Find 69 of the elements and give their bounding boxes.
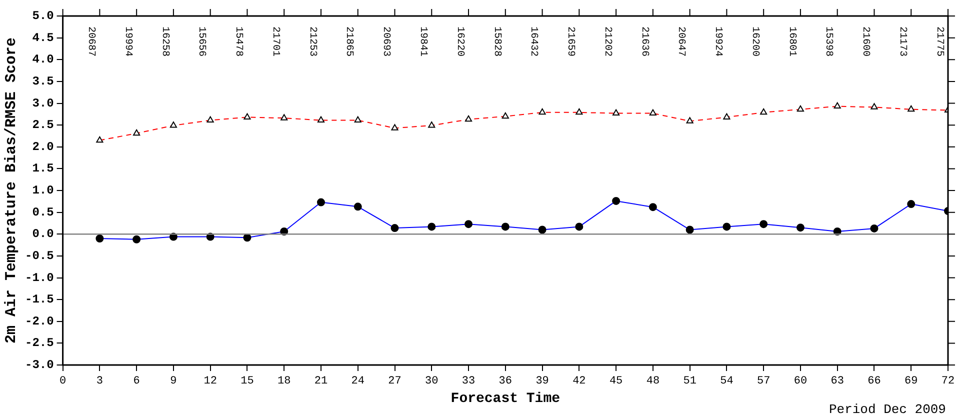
annotation: 20647 bbox=[675, 26, 686, 56]
annotation: 16200 bbox=[748, 26, 760, 56]
x-tick-label: 45 bbox=[609, 376, 623, 388]
x-tick-label: 15 bbox=[240, 376, 254, 388]
annotation: 21173 bbox=[896, 26, 908, 56]
text: Period Dec 2009 bbox=[828, 402, 946, 417]
x-tick-label: 72 bbox=[941, 376, 955, 388]
x-tick-label: 12 bbox=[204, 376, 217, 388]
y-tick-label: 4.0 bbox=[32, 52, 54, 67]
x-tick-label: 66 bbox=[868, 376, 881, 388]
x-tick-label: 63 bbox=[830, 376, 844, 388]
y-tick-label: 5.0 bbox=[32, 9, 54, 24]
x-tick-label: 33 bbox=[462, 376, 476, 388]
y-axis-title: 2m Air Temperature Bias/RMSE Score bbox=[2, 37, 20, 344]
y-tick-label: 2.0 bbox=[32, 140, 54, 154]
x-tick-label: 6 bbox=[133, 376, 140, 388]
annotation: 19924 bbox=[712, 26, 724, 56]
annotation: 16801 bbox=[786, 26, 797, 56]
y-tick-label: -2.5 bbox=[24, 336, 54, 350]
annotation: 16432 bbox=[528, 26, 539, 56]
x-tick-label: 3 bbox=[96, 376, 103, 388]
x-tick-label: 39 bbox=[536, 376, 549, 388]
x-tick-label: 57 bbox=[756, 376, 770, 388]
y-tick-label: 3.0 bbox=[32, 96, 54, 110]
annotation: 21636 bbox=[638, 26, 650, 56]
x-tick-label: 51 bbox=[683, 376, 697, 388]
annotation: 19994 bbox=[122, 26, 133, 56]
x-tick-label: 36 bbox=[498, 376, 512, 388]
annotation: 15656 bbox=[196, 26, 207, 56]
annotation: 16258 bbox=[158, 26, 170, 56]
annotation: 15828 bbox=[490, 26, 502, 56]
x-tick-label: 69 bbox=[904, 376, 918, 388]
y-tick-label: 1.0 bbox=[32, 184, 54, 198]
x-tick-label: 60 bbox=[794, 376, 808, 388]
y-tick-label: -3.0 bbox=[24, 358, 54, 372]
y-tick-label: -1.5 bbox=[24, 292, 54, 307]
y-tick-label: -2.0 bbox=[24, 314, 54, 328]
annotation: 21202 bbox=[601, 26, 612, 56]
annotation: 20687 bbox=[85, 26, 96, 56]
x-tick-label: 24 bbox=[351, 376, 365, 388]
annotation: 15398 bbox=[822, 26, 834, 56]
annotation: 21600 bbox=[860, 26, 871, 56]
x-axis-title: Forecast Time bbox=[450, 391, 560, 408]
y-tick-label: 2.5 bbox=[32, 118, 54, 132]
y-tick-label: 3.5 bbox=[32, 74, 54, 88]
y-tick-label: -0.5 bbox=[24, 248, 54, 263]
annotation: 21701 bbox=[269, 26, 280, 56]
x-tick-label: 27 bbox=[388, 376, 402, 388]
x-tick-label: 48 bbox=[646, 376, 660, 388]
x-tick-label: 0 bbox=[60, 376, 66, 388]
annotation: 21865 bbox=[343, 26, 354, 56]
x-tick-label: 21 bbox=[314, 376, 328, 388]
y-tick-label: 1.5 bbox=[32, 162, 54, 176]
annotation: 20693 bbox=[380, 26, 392, 56]
annotation: 21659 bbox=[564, 26, 576, 56]
y-tick-label: 4.5 bbox=[32, 30, 54, 45]
annotation: 16220 bbox=[454, 26, 465, 56]
y-tick-label: 0.5 bbox=[32, 205, 54, 220]
annotation: 21253 bbox=[306, 26, 318, 56]
x-tick-label: 18 bbox=[278, 376, 291, 388]
annotation: 19841 bbox=[416, 26, 428, 56]
x-tick-label: 42 bbox=[572, 376, 586, 388]
y-tick-label: -1.0 bbox=[24, 270, 54, 285]
x-tick-label: 54 bbox=[720, 376, 734, 388]
annotation: 15478 bbox=[232, 26, 244, 56]
x-tick-label: 30 bbox=[425, 376, 438, 388]
x-tick-label: 9 bbox=[170, 376, 177, 388]
y-tick-label: 0.0 bbox=[32, 227, 54, 242]
annotation: 21775 bbox=[933, 26, 944, 56]
